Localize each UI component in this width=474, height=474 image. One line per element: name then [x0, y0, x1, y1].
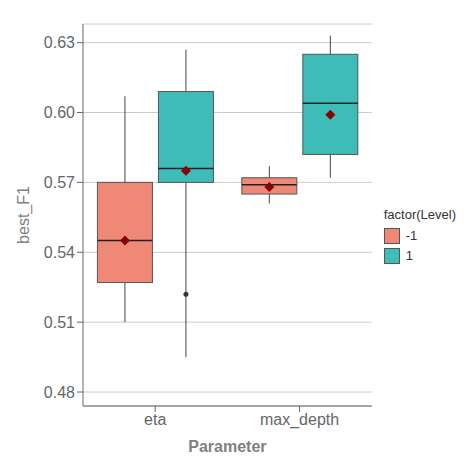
- svg-text:eta: eta: [144, 411, 166, 428]
- svg-text:max_depth: max_depth: [260, 411, 339, 429]
- html-text:-1: -1: [405, 228, 418, 243]
- svg-text:0.48: 0.48: [44, 384, 75, 401]
- svg-text:0.60: 0.60: [44, 104, 75, 121]
- svg-text:Parameter: Parameter: [188, 438, 266, 455]
- svg-text:best_F1: best_F1: [15, 186, 33, 244]
- html-text:1: 1: [405, 248, 413, 263]
- svg-text:0.54: 0.54: [44, 244, 75, 261]
- svg-text:0.57: 0.57: [44, 174, 75, 191]
- svg-text:0.51: 0.51: [44, 314, 75, 331]
- html-text:factor(Level): factor(Level): [383, 206, 456, 222]
- svg-text:0.63: 0.63: [44, 34, 75, 51]
